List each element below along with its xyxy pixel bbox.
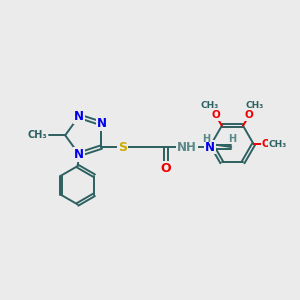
- Text: N: N: [205, 140, 215, 154]
- Text: N: N: [96, 117, 106, 130]
- Text: CH₃: CH₃: [268, 140, 286, 148]
- Text: H: H: [228, 134, 236, 144]
- Text: NH: NH: [177, 140, 197, 154]
- Text: CH₃: CH₃: [201, 101, 219, 110]
- Text: O: O: [245, 110, 254, 120]
- Text: O: O: [211, 110, 220, 120]
- Text: S: S: [118, 140, 127, 154]
- Text: N: N: [74, 148, 84, 161]
- Text: N: N: [74, 110, 84, 123]
- Text: O: O: [160, 162, 171, 175]
- Text: H: H: [202, 134, 211, 144]
- Text: O: O: [262, 139, 270, 149]
- Text: CH₃: CH₃: [28, 130, 47, 140]
- Text: CH₃: CH₃: [246, 101, 264, 110]
